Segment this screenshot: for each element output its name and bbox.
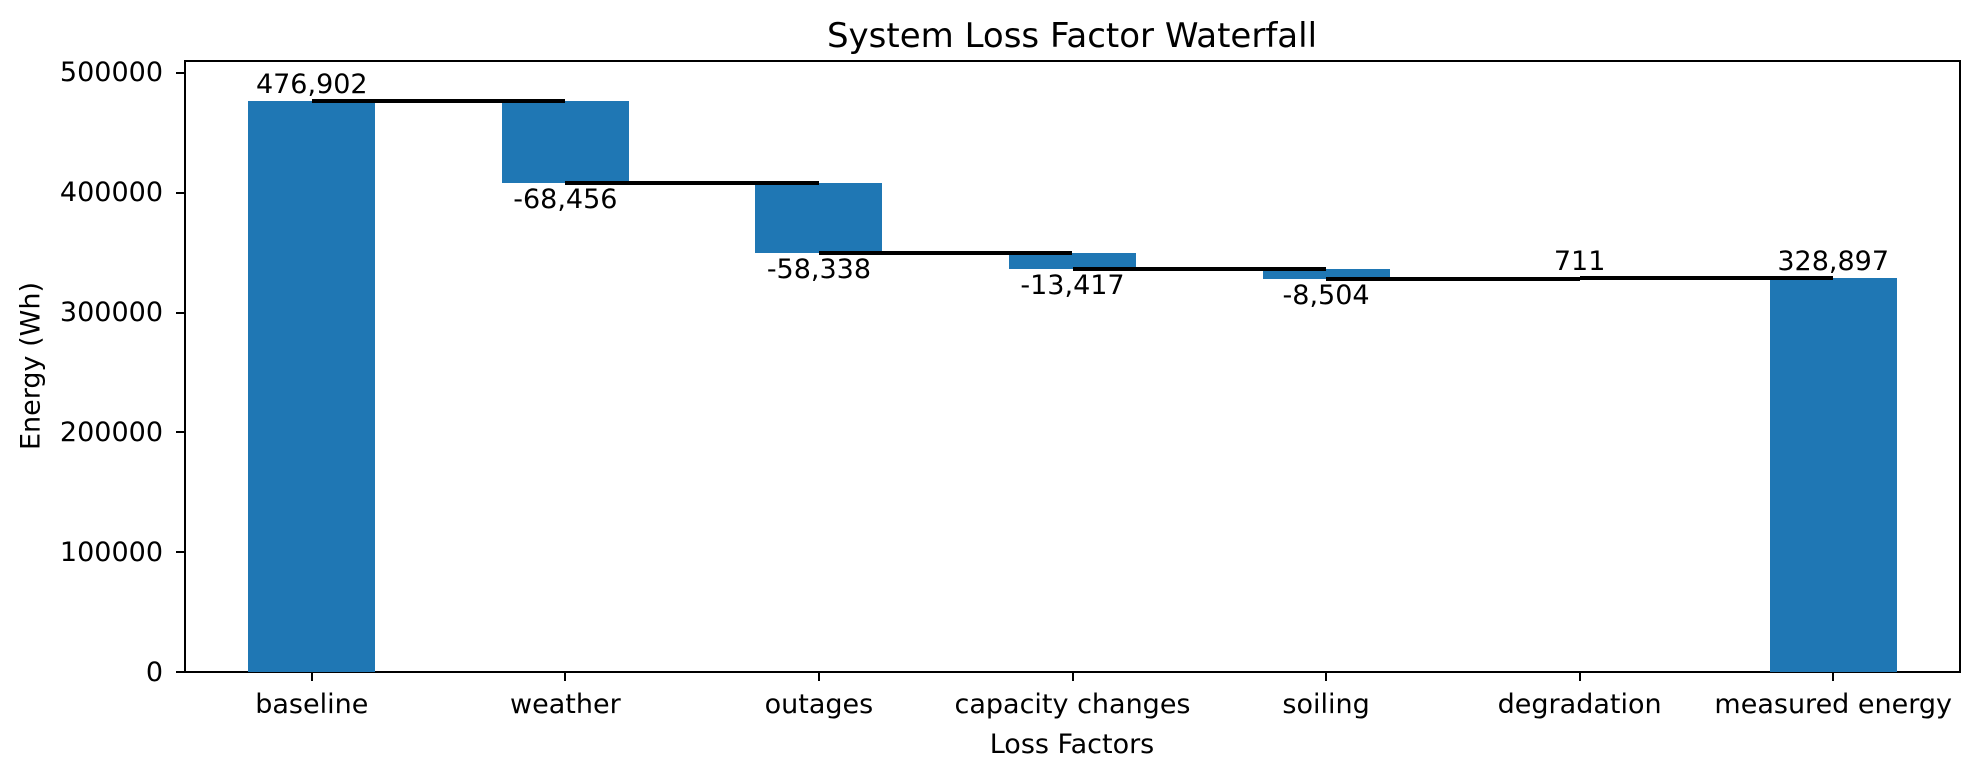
y-tick-label: 200000 [59,416,163,448]
y-tick-mark [176,431,185,434]
x-tick-mark [817,672,820,681]
x-tick-label-degradation: degradation [1497,689,1662,720]
y-tick-label: 0 [145,656,163,688]
connector-line [1579,275,1834,280]
chart-title: System Loss Factor Waterfall [826,16,1318,56]
value-label-outages: -58,338 [766,254,872,286]
x-tick-mark [564,672,567,681]
connector-line [1326,276,1580,281]
x-tick-mark [1832,672,1835,681]
plot-area: 476,902 -68,456 -58,338 -13,417 -8,504 711 328… [185,61,1960,672]
x-tick-mark [1578,672,1581,681]
value-label-soiling: -8,504 [1282,280,1370,312]
y-axis-label: Energy (Wh) [15,282,47,450]
y-tick-mark [176,551,185,554]
x-tick-label-baseline: baseline [255,689,369,720]
y-tick-label: 500000 [59,57,163,89]
x-tick-label-soiling: soiling [1282,689,1370,720]
y-tick-mark [176,191,185,194]
x-tick-mark [310,672,313,681]
x-tick-mark [1325,672,1328,681]
value-label-capacity-changes: -13,417 [1020,270,1125,302]
bar-weather [501,100,629,183]
y-tick-mark [176,311,185,314]
value-label-baseline: 476,902 [255,68,368,100]
bar-baseline [248,100,376,672]
value-label-weather: -68,456 [513,184,618,216]
x-tick-label-weather: weather [510,689,621,720]
connector-line [1072,266,1327,271]
y-tick-label: 100000 [59,536,163,568]
bar-capacity-changes [1009,252,1136,269]
y-tick-mark [176,671,185,673]
bar-outages [755,182,883,253]
value-label-measured-energy: 328,897 [1777,245,1890,277]
connector-line [311,98,566,103]
y-tick-mark [176,71,185,74]
bar-soiling [1262,268,1390,279]
x-tick-mark [1071,672,1074,681]
x-tick-label-outages: outages [764,689,874,720]
connector-line [565,180,819,185]
x-tick-label-capacity-changes: capacity changes [954,689,1191,720]
x-axis-label: Loss Factors [989,729,1155,760]
y-tick-label: 300000 [59,297,163,329]
value-label-degradation: 711 [1553,245,1606,277]
y-tick-label: 400000 [59,177,163,209]
bar-measured-energy [1769,277,1897,672]
connector-line [818,250,1073,255]
x-tick-label-measured-energy: measured energy [1714,689,1952,720]
